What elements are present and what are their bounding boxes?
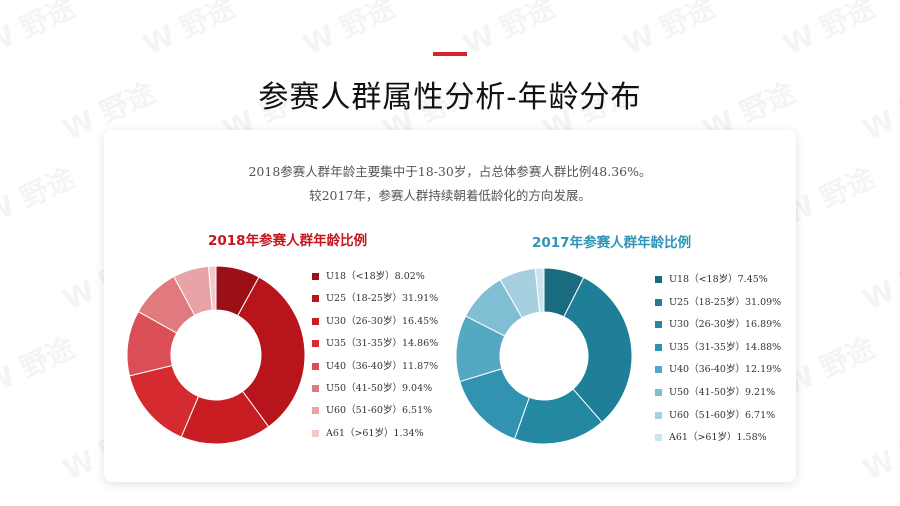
summary-line-1: 2018参赛人群年龄主要集中于18-30岁，占总体参赛人群比例48.36%。 [248, 164, 652, 179]
watermark-logo: W 野途 [616, 0, 720, 64]
watermark-logo: W 野途 [0, 326, 81, 403]
donut-slice-2 [237, 276, 306, 428]
watermark-logo: W 野途 [856, 411, 900, 488]
legend-label: U25（18-25岁）31.09% [669, 296, 782, 308]
legend-swatch [312, 385, 319, 392]
legend-label: U60（51-60岁）6.71% [669, 409, 776, 421]
donut-slice-8 [534, 267, 545, 313]
watermark-logo: W 野途 [456, 0, 560, 64]
watermark-logo: W 野途 [856, 241, 900, 318]
summary-line-2: 较2017年，参赛人群持续朝着低龄化的方向发展。 [309, 188, 591, 203]
donut-chart-2018 [126, 265, 306, 445]
legend-swatch [312, 273, 319, 280]
legend-label: U50（41-50岁）9.21% [669, 387, 776, 398]
legend-swatch [655, 434, 662, 442]
legend-swatch [312, 295, 319, 303]
legend-label: A61（>61岁）1.34% [326, 427, 424, 439]
watermark-logo: W 野途 [296, 0, 400, 64]
legend-swatch [655, 411, 662, 419]
summary-text: 2018参赛人群年龄主要集中于18-30岁，占总体参赛人群比例48.36%。 较… [0, 160, 900, 208]
legend-label: U25（18-25岁）31.91% [326, 293, 439, 305]
legend-swatch [655, 276, 662, 283]
legend-swatch [312, 429, 319, 437]
legend-label: U40（36-40岁）11.87% [326, 360, 439, 372]
legend-swatch [312, 340, 319, 348]
legend-label: A61（>61岁）1.58% [669, 432, 767, 444]
title-accent-bar [433, 52, 467, 56]
legend-label: U35（31-35岁）14.86% [326, 338, 439, 350]
legend-label: U40（36-40岁）12.19% [669, 364, 782, 376]
donut-slice-2 [563, 276, 633, 423]
donut-slice-8 [207, 265, 217, 311]
donut-chart-2017 [455, 267, 633, 445]
legend-swatch [655, 298, 662, 306]
legend-swatch [312, 317, 319, 325]
legend-label: U60（51-60岁）6.51% [326, 405, 433, 417]
chart-title-2017: 2017年参赛人群年龄比例 [532, 235, 692, 251]
legend-label: U30（26-30岁）16.45% [326, 315, 439, 327]
legend-swatch [312, 407, 319, 415]
page-title: 参赛人群属性分析-年龄分布 [258, 80, 642, 115]
legend-swatch [655, 366, 662, 374]
legend-swatch [655, 321, 662, 329]
watermark-logo: W 野途 [0, 0, 81, 64]
watermark-logo: W 野途 [776, 0, 880, 64]
legend-label: U50（41-50岁）9.04% [326, 383, 433, 394]
legend-label: U35（31-35岁）14.88% [669, 341, 782, 353]
watermark-logo: W 野途 [136, 0, 240, 64]
legend-swatch [655, 343, 662, 351]
legend-label: U18（<18岁）8.02% [326, 271, 425, 282]
legend-swatch [312, 362, 319, 370]
chart-title-2018: 2018年参赛人群年龄比例 [208, 233, 368, 249]
legend-label: U30（26-30岁）16.89% [669, 319, 782, 331]
legend-swatch [655, 389, 662, 396]
legend-label: U18（<18岁）7.45% [669, 274, 768, 285]
